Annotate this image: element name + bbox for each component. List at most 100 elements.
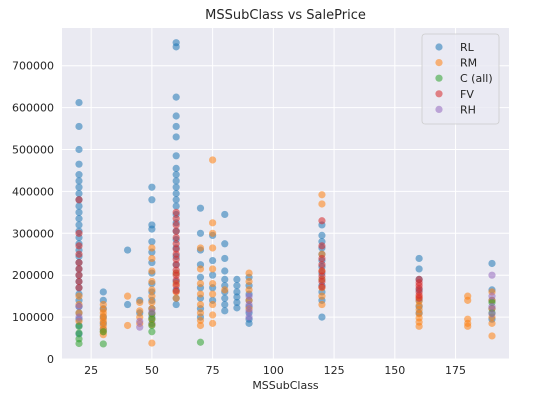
point-rl [172,177,180,185]
point-c-all [75,329,83,337]
point-rl [233,298,241,307]
legend-marker-rm [435,59,443,67]
point-rl [75,98,83,107]
point-rm [148,267,156,275]
point-c-all [196,338,205,346]
point-rl [75,122,83,131]
point-fv [172,271,180,279]
point-rl [75,215,83,223]
point-rl [415,254,423,263]
point-rl [172,189,180,198]
point-rm [148,286,156,294]
point-rl [233,293,241,301]
point-rl [233,282,241,290]
point-c-all [75,339,83,348]
point-rm [209,290,217,298]
point-rh [488,271,496,279]
y-tick-label: 100000 [12,311,54,324]
point-rh [488,310,496,318]
point-rl [221,307,229,315]
point-rl [196,204,205,212]
legend-label-rl: RL [460,41,475,54]
legend-label-rh: RH [460,103,476,116]
point-rm [196,321,205,330]
legend-label-fv: FV [460,88,474,101]
point-rl [148,238,156,246]
point-rl [99,288,107,296]
point-rm [136,298,144,307]
y-tick-label: 300000 [12,227,54,240]
point-rh [245,292,253,300]
point-rl [488,259,496,268]
point-rl [123,300,132,309]
point-rm [75,292,83,300]
point-rl [148,183,156,191]
point-rl [221,294,229,302]
point-c-all [148,315,156,323]
point-rm [196,265,205,273]
point-rm [209,219,217,227]
point-rl [172,152,180,160]
point-fv [75,229,83,237]
point-fv [318,267,326,275]
legend-marker-fv [435,90,443,98]
point-rm [488,319,496,327]
point-rm [209,229,217,237]
point-rm [196,309,205,317]
point-rh [75,302,83,310]
data-points [75,39,496,348]
point-rl [172,202,180,210]
point-rl [221,210,229,219]
point-rm [209,244,217,252]
point-rl [196,229,205,237]
point-fv [318,242,326,250]
point-fv [172,276,180,284]
point-rm [488,332,496,340]
point-rm [209,265,217,273]
point-rm [245,286,253,294]
point-rm [245,269,253,277]
point-rm [209,279,217,288]
point-rm [464,296,472,304]
legend: RL RM C (all) FV RH [421,33,500,125]
point-c-all [75,322,83,330]
point-fv [75,277,83,286]
point-rm [196,279,205,288]
point-c-all [148,321,156,330]
point-fv [172,240,180,248]
point-fv [75,271,83,279]
point-fv [172,250,180,258]
y-tick-label: 0 [47,353,54,366]
point-rh [488,292,496,300]
point-rl [209,271,217,279]
point-rl [75,145,83,154]
point-rl [233,304,241,312]
point-fv [415,294,423,302]
x-tick-label: 175 [445,364,466,377]
legend-items: RL RM C (all) FV RH [435,41,493,116]
y-tick-label: 200000 [12,269,54,282]
point-rl [245,319,253,327]
point-fv [75,250,83,258]
point-rl [172,164,180,172]
point-rl [172,183,180,191]
x-tick-label: 100 [263,364,284,377]
point-rm [196,300,205,309]
point-fv [172,208,180,216]
point-rh [136,323,144,331]
point-rh [488,303,496,311]
point-rm [209,311,217,319]
legend-marker-rh [435,105,443,113]
point-fv [318,254,326,263]
x-tick-label: 150 [384,364,405,377]
point-rm [148,244,156,252]
point-rl [172,112,180,120]
point-rl [172,171,180,179]
legend-box [421,33,500,125]
point-rh [245,313,253,321]
point-rm [209,300,217,309]
point-fv [172,282,180,290]
point-fv [172,233,180,242]
chart-title: MSSubClass vs SalePrice [205,8,366,23]
point-rm [221,286,229,294]
